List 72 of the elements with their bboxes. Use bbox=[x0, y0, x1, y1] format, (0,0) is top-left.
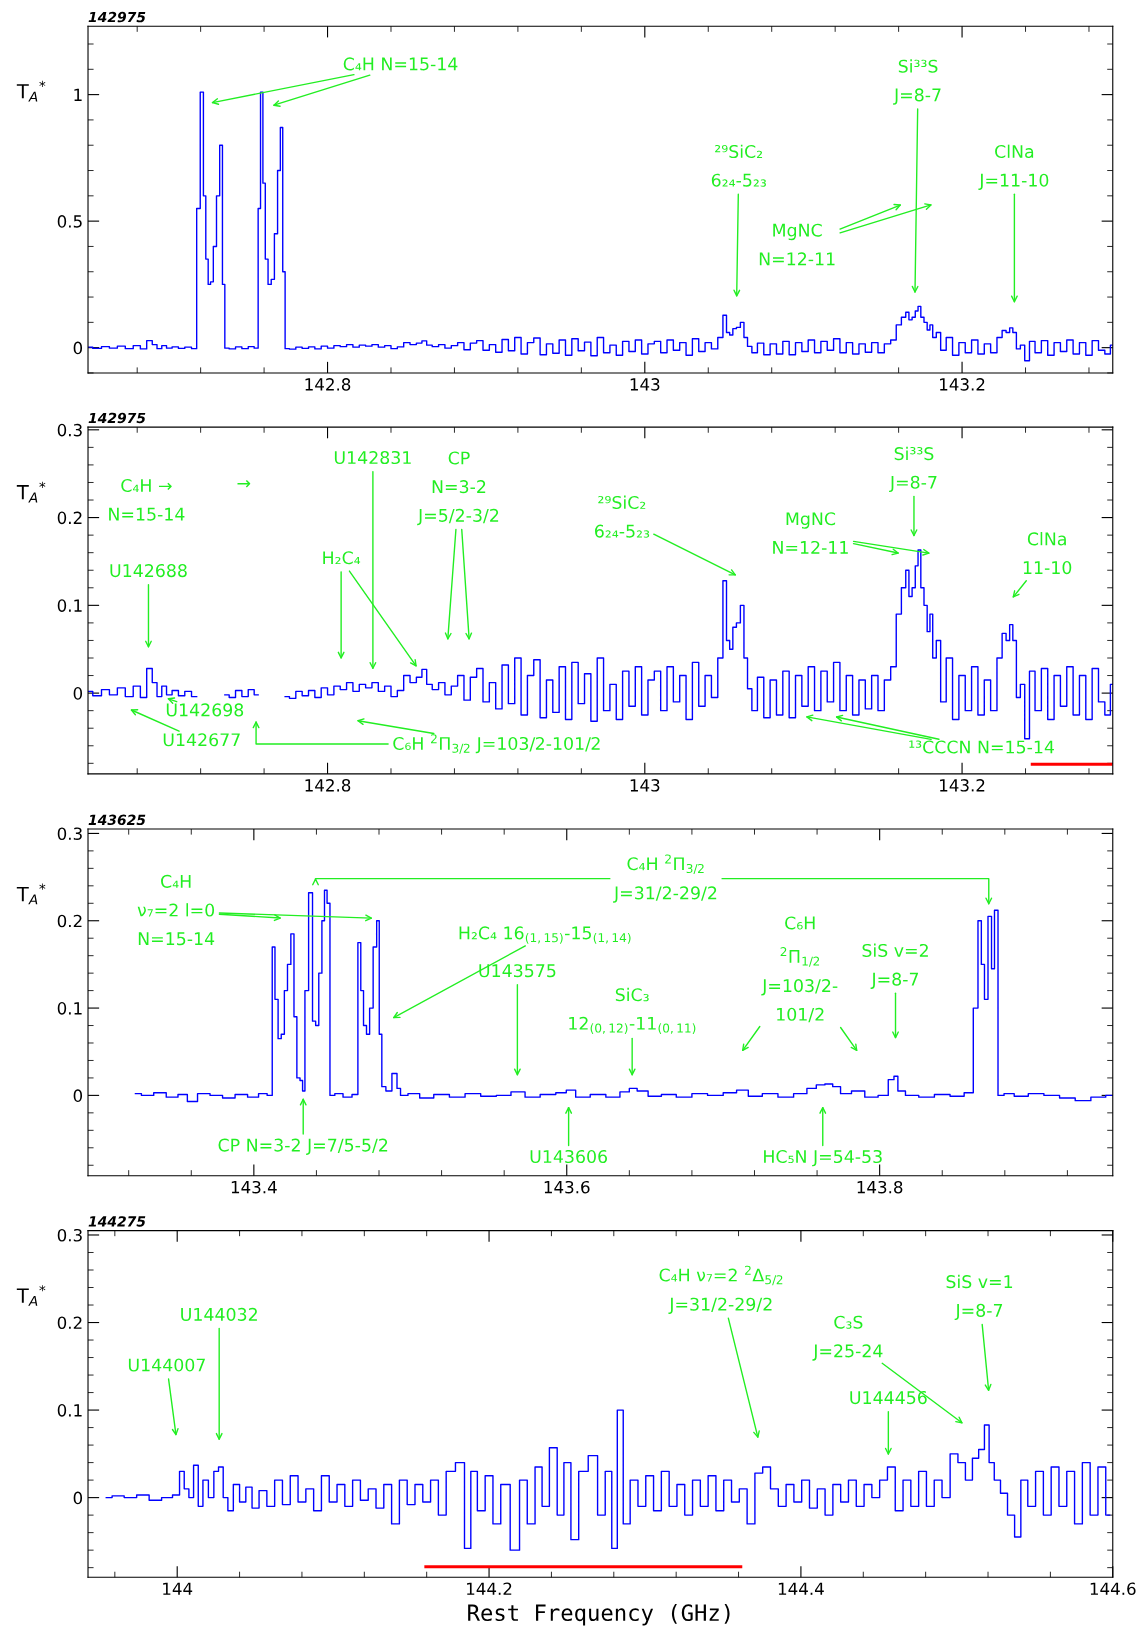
x-tick-label: 143.4 bbox=[231, 1180, 277, 1194]
x-axis-title: Rest Frequency (GHz) bbox=[468, 1603, 730, 1626]
x-tick-label: 144 bbox=[163, 1582, 193, 1595]
x-tick-label: 142.8 bbox=[305, 779, 351, 792]
y-tick-label: 0.3 bbox=[57, 1228, 82, 1242]
y-tick-label: 1 bbox=[74, 88, 82, 101]
x-tick-label: 143.2 bbox=[940, 779, 985, 792]
x-tick-label: 143.8 bbox=[857, 1180, 903, 1194]
annotation: U142688 bbox=[110, 563, 187, 578]
annotation: Si³³S J=8-7 bbox=[893, 59, 941, 105]
annotation: C₄H ν₇=2 l=0 N=15-14 bbox=[137, 874, 215, 946]
annotation: C₆H $^{2}$Π$_{3/2}$ J=103/2-101/2 bbox=[393, 734, 600, 754]
annotation: U143606 bbox=[530, 1149, 608, 1164]
y-tick-label: 0.3 bbox=[57, 423, 82, 437]
annotation: Si³³S J=8-7 bbox=[889, 446, 937, 493]
annotation: H₂C₄ 16$_{(1,15)}$-15$_{(1,14)}$ bbox=[459, 926, 631, 944]
annotation: C₄H → N=15-14 bbox=[109, 478, 185, 521]
annotation: U144032 bbox=[181, 1307, 257, 1321]
annotation: ¹³CCCN N=15-14 bbox=[909, 740, 1055, 754]
y-tick-label: 0 bbox=[73, 687, 83, 700]
annotation: U143575 bbox=[479, 964, 556, 978]
y-tick-label: 0.3 bbox=[57, 827, 82, 840]
chart-title: 144275 bbox=[88, 1216, 146, 1227]
x-tick-label: 143.6 bbox=[544, 1180, 590, 1194]
x-tick-label: 143 bbox=[630, 779, 660, 792]
annotation: SiS v=2 J=8-7 bbox=[862, 943, 928, 989]
annotation: U142698 bbox=[166, 703, 244, 717]
annotation: → bbox=[237, 480, 251, 488]
chart-title: 143625 bbox=[88, 814, 146, 826]
annotation: SiS v=1 J=8-7 bbox=[946, 1274, 1013, 1321]
y-tick-label: 0.2 bbox=[57, 1316, 82, 1330]
annotation: C₄H $^{2}$Π$_{3/2}$ J=31/2-29/2 bbox=[613, 854, 717, 903]
x-tick-label: 142.8 bbox=[305, 378, 351, 391]
annotation: CP N=3-2 J=5/2-3/2 bbox=[417, 451, 499, 526]
annotation: C₆H $^{2}$Π$_{1/2}$ J=103/2- 101/2 bbox=[761, 916, 838, 1023]
y-tick-label: 0 bbox=[73, 1089, 83, 1102]
y-tick-label: 0 bbox=[73, 1491, 83, 1505]
chart-title: 142975 bbox=[88, 412, 146, 424]
y-axis-title: T$_{A}$$^{*}$ bbox=[16, 481, 46, 503]
annotation: ²⁹SiC₂ 6₂₄-5₂₃ bbox=[595, 495, 650, 538]
y-axis-title: T$_{A}$$^{*}$ bbox=[16, 883, 46, 905]
y-tick-label: 0.2 bbox=[57, 914, 82, 928]
annotation: U142831 bbox=[334, 450, 411, 465]
annotation: MgNC N=12-11 bbox=[759, 223, 835, 266]
annotation: C₄H ν₇=2 $^{2}$Δ$_{5/2}$ J=31/2-29/2 bbox=[659, 1265, 783, 1314]
annotation: C₃S J=25-24 bbox=[812, 1315, 883, 1361]
annotation: U142677 bbox=[163, 733, 240, 747]
x-tick-label: 144.2 bbox=[467, 1582, 512, 1595]
y-tick-label: 0.1 bbox=[57, 599, 82, 612]
x-tick-label: 143.2 bbox=[940, 378, 985, 391]
annotation: ²⁹SiC₂ 6₂₄-5₂₃ bbox=[711, 144, 766, 187]
annotation: H₂C₄ bbox=[323, 551, 361, 565]
annotation: HC₅N J=54-53 bbox=[764, 1149, 882, 1167]
y-axis-title: T$_{A}$$^{*}$ bbox=[16, 1285, 46, 1306]
x-tick-label: 144.4 bbox=[778, 1582, 824, 1595]
y-tick-label: 0.5 bbox=[57, 215, 82, 228]
x-tick-label: 144.6 bbox=[1090, 1582, 1136, 1596]
y-axis-title: T$_{A}$$^{*}$ bbox=[16, 80, 46, 102]
annotation: U144456 bbox=[850, 1391, 927, 1405]
annotation: C₄H N=15-14 bbox=[343, 57, 458, 71]
annotation: ClNa 11-10 bbox=[1023, 532, 1072, 575]
annotation: U144007 bbox=[128, 1358, 205, 1372]
y-tick-label: 0.1 bbox=[57, 1002, 82, 1015]
annotation: MgNC N=12-11 bbox=[773, 512, 848, 554]
chart-title: 142975 bbox=[88, 11, 146, 23]
annotation: ClNa J=11-10 bbox=[978, 144, 1049, 190]
y-tick-label: 0 bbox=[73, 341, 83, 355]
annotation: CP N=3-2 J=7/5-5/2 bbox=[218, 1138, 388, 1155]
text: SiC₃ 12$_{(0,12)}$-11$_{(0,11)}$ bbox=[569, 987, 696, 1035]
y-tick-label: 0.2 bbox=[57, 511, 82, 525]
x-tick-label: 143 bbox=[630, 378, 660, 391]
y-tick-label: 0.1 bbox=[57, 1404, 82, 1417]
